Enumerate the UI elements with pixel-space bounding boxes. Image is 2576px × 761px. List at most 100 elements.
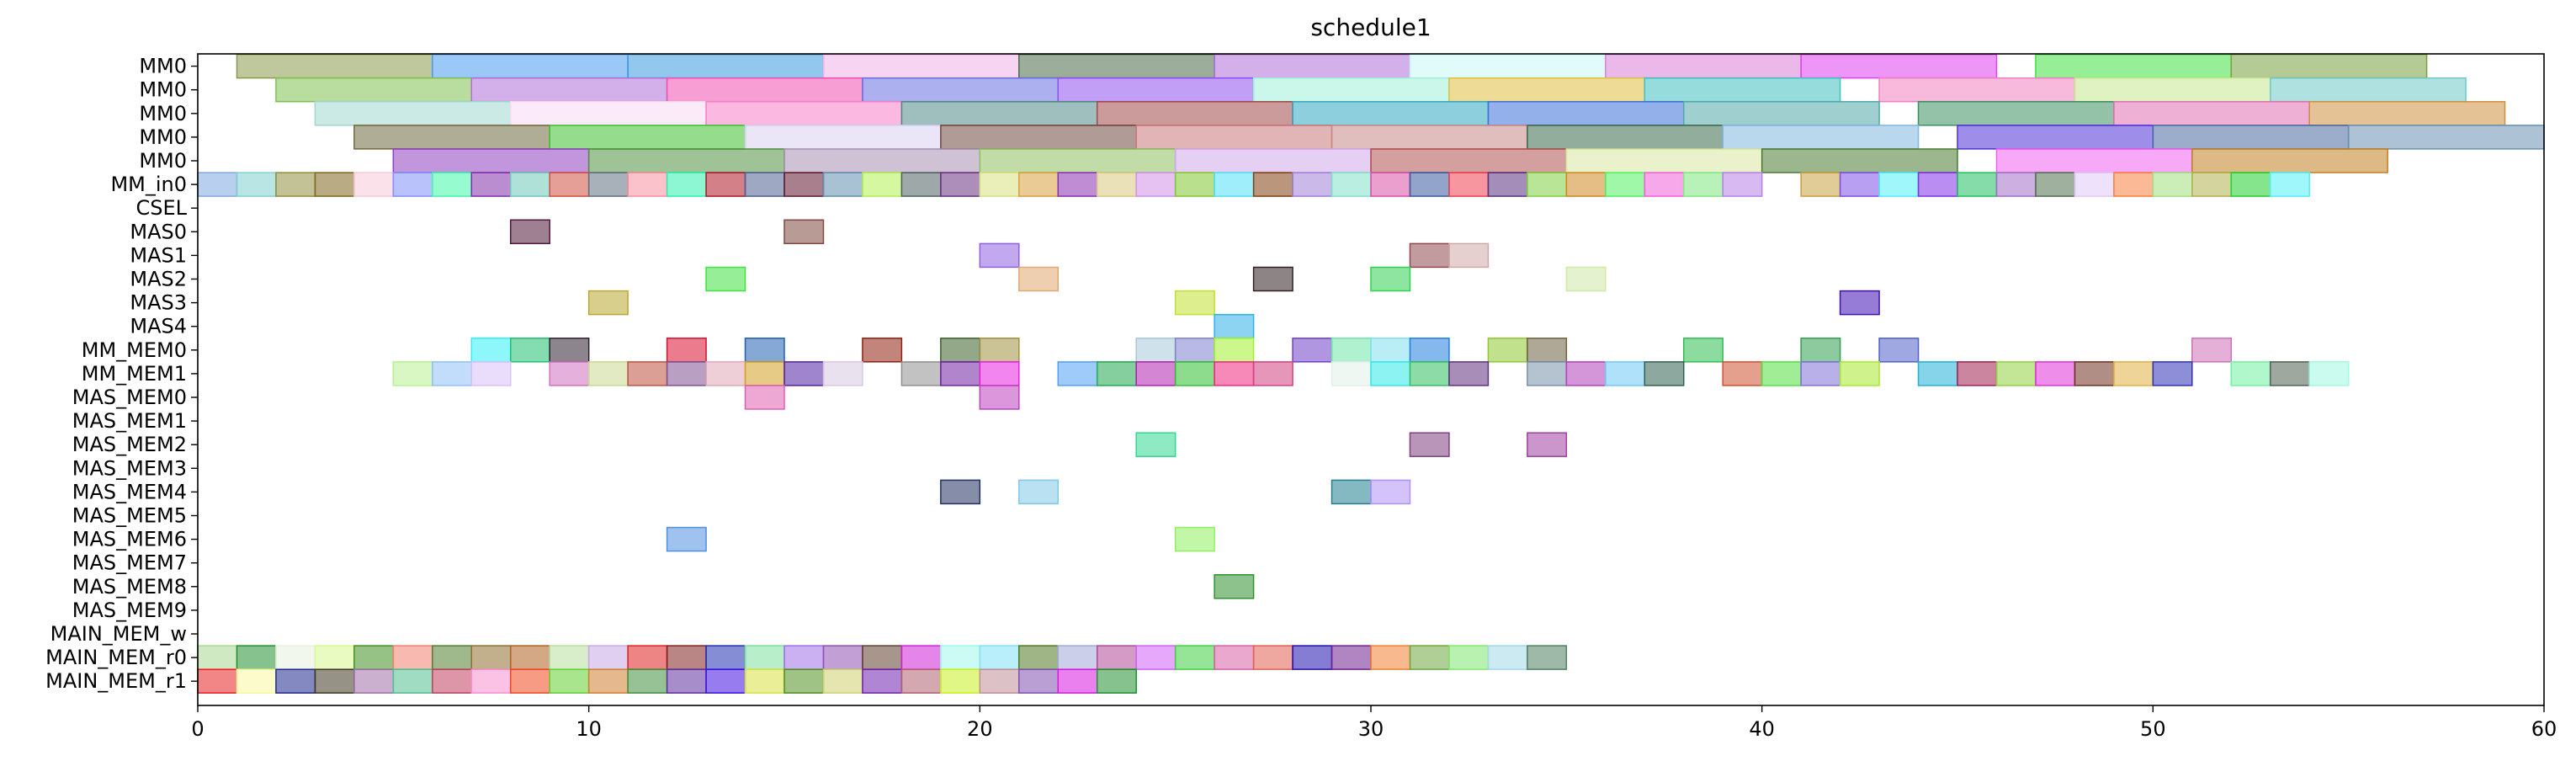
task-bar [979,172,1020,197]
task-bar [666,361,707,386]
task-bar [1487,101,1685,126]
task-bar [1214,53,1411,79]
y-tick-label: MAS_MEM5 [72,504,187,528]
task-bar [979,361,1020,386]
task-bar [1995,148,2193,173]
task-bar [1682,338,1724,363]
y-tick-label: MM0 [139,102,187,125]
task-bar [705,668,746,694]
task-bar [314,172,355,197]
chart-title: schedule1 [1310,13,1431,41]
task-bar [1527,125,1724,150]
task-bar [666,668,707,694]
task-bar [1800,361,1841,386]
task-bar [1957,172,1998,197]
task-bar [1409,361,1450,386]
task-bar [587,290,629,316]
task-bar [470,338,512,363]
task-bar [1605,53,1802,79]
task-bar [666,172,707,197]
task-bar [744,338,785,363]
task-bar [470,361,512,386]
task-bar [783,148,981,173]
task-bar [1370,338,1411,363]
y-tick-label: MAS_MEM4 [72,480,187,503]
task-bar [1565,148,1763,173]
task-bar [2230,53,2428,79]
task-bar [549,668,590,694]
y-tick-label: MAS_MEM1 [72,409,187,433]
task-bar [783,172,825,197]
task-bar [392,645,433,670]
y-tick-label: MAS_MEM2 [72,433,187,456]
y-tick-label: MAS_MEM9 [72,599,187,622]
task-bar [979,645,1020,670]
task-bar [783,219,825,245]
task-bar [1252,77,1450,103]
task-bar [470,645,512,670]
task-bar [1292,172,1333,197]
task-bar [862,668,903,694]
task-bar [2308,361,2350,386]
task-bar [940,361,981,386]
task-bar [1057,645,1098,670]
task-bar [1448,172,1490,197]
task-bar [1214,313,1255,339]
task-bar [1214,645,1255,670]
task-bar [979,668,1020,694]
task-bar [587,668,629,694]
task-bar [979,338,1020,363]
task-bar [940,668,981,694]
y-tick-label: MM0 [139,125,187,149]
task-bar [862,338,903,363]
task-bar [2035,361,2076,386]
task-bar [940,338,981,363]
task-bar [197,172,238,197]
task-bar [1878,338,1920,363]
y-tick-label: MAS0 [130,220,187,243]
task-bar [1018,668,1060,694]
task-bar [1370,266,1411,292]
task-bar [1800,338,1841,363]
task-bar [1135,361,1176,386]
task-bar [549,361,590,386]
task-bar [783,645,825,670]
task-bar [744,668,785,694]
y-tick-label: MAS4 [130,315,187,338]
y-tick-label: MAIN_MEM_r0 [45,646,187,669]
task-bar [1174,645,1215,670]
task-bar [1839,290,1880,316]
x-tick-label: 10 [576,717,602,741]
task-bar [1057,668,1098,694]
task-bar [236,645,277,670]
y-tick-label: MM_MEM1 [82,362,187,386]
task-bar [353,172,395,197]
y-tick-label: MM0 [139,55,187,78]
task-bar [2191,172,2233,197]
task-bar [1174,172,1215,197]
task-bar [2074,361,2115,386]
task-bar [744,172,785,197]
task-bar [1487,645,1528,670]
task-bar [1018,53,1215,79]
task-bar [470,172,512,197]
task-bar [1214,574,1255,599]
task-bar [1722,125,1920,150]
y-tick-label: MM_MEM0 [82,338,187,362]
task-bar [2152,125,2350,150]
task-bar [744,361,785,386]
task-bar [705,266,746,292]
task-bar [1214,172,1255,197]
task-bar [1018,479,1060,505]
x-tick-label: 20 [967,717,993,741]
task-bar [744,645,785,670]
task-bar [900,645,942,670]
task-bar [1722,361,1763,386]
task-bar [1448,361,1490,386]
task-bar [236,53,433,79]
task-bar [1605,172,1646,197]
task-bar [862,77,1060,103]
task-bar [2308,101,2506,126]
task-bar [2269,77,2467,103]
